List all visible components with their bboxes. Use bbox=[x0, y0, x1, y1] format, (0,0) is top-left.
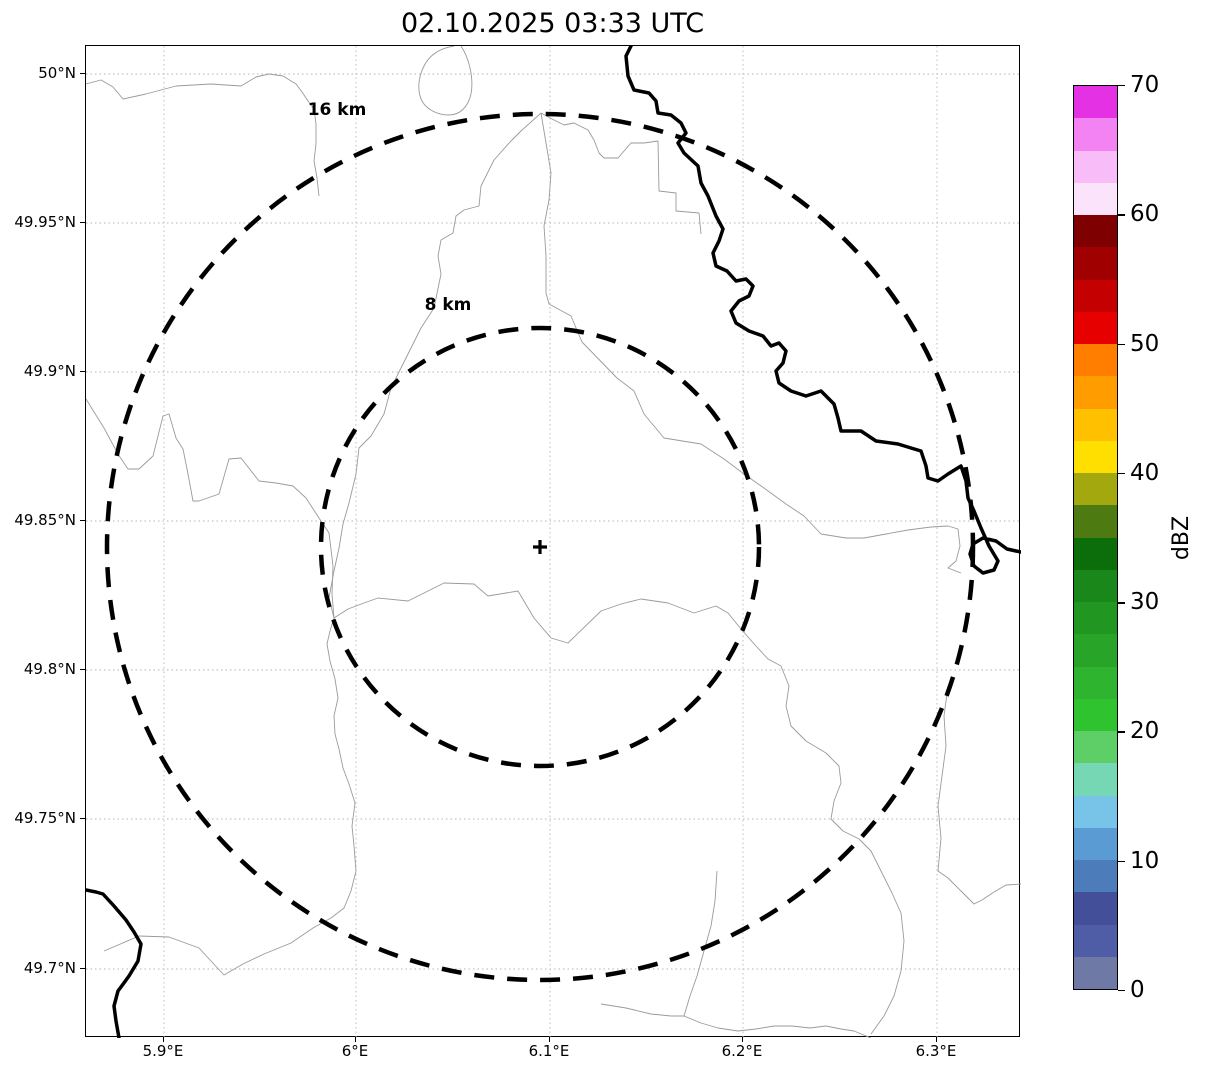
river-line bbox=[624, 46, 1021, 575]
x-axis-tick-mark bbox=[936, 1037, 938, 1042]
x-axis-tick-mark bbox=[355, 1037, 357, 1042]
y-axis-tick-label: 50°N bbox=[38, 64, 76, 82]
admin-boundary-line bbox=[328, 112, 542, 619]
admin-boundary-line bbox=[418, 46, 473, 116]
radar-center-marker bbox=[533, 540, 547, 554]
admin-boundary-line bbox=[103, 617, 357, 976]
admin-boundary-line bbox=[333, 582, 905, 1035]
colorbar-band bbox=[1074, 247, 1117, 280]
colorbar-band bbox=[1074, 344, 1117, 377]
colorbar-band bbox=[1074, 666, 1117, 699]
admin-boundary-line bbox=[540, 112, 702, 235]
colorbar-band bbox=[1074, 505, 1117, 538]
x-axis-tick-mark bbox=[163, 1037, 165, 1042]
y-axis-tick-mark bbox=[80, 520, 85, 522]
colorbar-tick-mark bbox=[1118, 602, 1125, 604]
range-ring-label: 16 km bbox=[307, 100, 367, 120]
admin-boundary-line bbox=[700, 443, 822, 535]
colorbar-tick-mark bbox=[1118, 214, 1125, 216]
colorbar-band bbox=[1074, 795, 1117, 828]
colorbar-band bbox=[1074, 408, 1117, 441]
colorbar-band bbox=[1074, 956, 1117, 989]
map-plot-area bbox=[85, 45, 1021, 1038]
colorbar-band bbox=[1074, 860, 1117, 893]
colorbar-band bbox=[1074, 118, 1117, 151]
y-axis-tick-mark bbox=[80, 818, 85, 820]
colorbar-tick-mark bbox=[1118, 472, 1125, 475]
colorbar-tick-mark bbox=[1118, 85, 1125, 87]
colorbar-band bbox=[1074, 182, 1117, 215]
y-axis-tick-label: 49.75°N bbox=[14, 809, 76, 827]
colorbar-tick-mark bbox=[1118, 860, 1125, 863]
colorbar-tick-mark bbox=[1118, 731, 1125, 733]
colorbar-band bbox=[1074, 569, 1117, 602]
admin-boundary-line bbox=[600, 1003, 872, 1038]
colorbar-band bbox=[1074, 279, 1117, 312]
colorbar-tick-label: 40 bbox=[1130, 459, 1160, 486]
range-ring-16km bbox=[104, 111, 976, 983]
y-axis-tick-mark bbox=[80, 371, 85, 373]
y-axis-tick-label: 49.95°N bbox=[14, 213, 76, 231]
y-axis-tick-mark bbox=[80, 73, 85, 75]
admin-boundary-line bbox=[937, 685, 1021, 905]
colorbar-band bbox=[1074, 602, 1117, 635]
colorbar-band bbox=[1074, 763, 1117, 796]
colorbar-tick-label: 60 bbox=[1130, 201, 1160, 228]
colorbar-band bbox=[1074, 924, 1117, 957]
x-axis-tick-mark bbox=[549, 1037, 551, 1042]
y-axis-tick-mark bbox=[80, 968, 85, 970]
map-canvas bbox=[86, 46, 1021, 1038]
x-axis-tick-label: 6.3°E bbox=[915, 1042, 957, 1060]
colorbar-tick-mark bbox=[1118, 343, 1125, 345]
admin-boundary-line bbox=[820, 525, 962, 574]
admin-boundary-line bbox=[86, 398, 335, 619]
y-axis-tick-mark bbox=[80, 669, 85, 671]
colorbar bbox=[1073, 85, 1118, 990]
y-axis-tick-label: 49.7°N bbox=[23, 959, 76, 977]
colorbar-band bbox=[1074, 827, 1117, 860]
x-axis-tick-label: 6.2°E bbox=[721, 1042, 763, 1060]
colorbar-band bbox=[1074, 215, 1117, 248]
colorbar-tick-label: 70 bbox=[1130, 72, 1160, 98]
admin-boundary-line bbox=[540, 112, 702, 445]
colorbar-band bbox=[1074, 731, 1117, 764]
range-ring-8km bbox=[318, 325, 762, 769]
river-line bbox=[86, 888, 143, 1038]
colorbar-tick-mark bbox=[1118, 990, 1125, 992]
colorbar-band bbox=[1074, 311, 1117, 344]
x-axis-tick-label: 5.9°E bbox=[142, 1042, 184, 1060]
y-axis-tick-label: 49.8°N bbox=[23, 660, 76, 678]
colorbar-tick-label: 20 bbox=[1130, 718, 1160, 745]
x-axis-tick-label: 6°E bbox=[341, 1042, 369, 1060]
y-axis-tick-label: 49.85°N bbox=[14, 511, 76, 529]
colorbar-band bbox=[1074, 376, 1117, 409]
range-ring-label: 8 km bbox=[424, 295, 472, 315]
colorbar-band bbox=[1074, 698, 1117, 731]
colorbar-axis-label: dBZ bbox=[1169, 515, 1194, 561]
page-title: 02.10.2025 03:33 UTC bbox=[400, 8, 705, 39]
colorbar-band bbox=[1074, 86, 1117, 119]
admin-boundary-line bbox=[86, 73, 320, 197]
colorbar-band bbox=[1074, 634, 1117, 667]
colorbar-tick-label: 50 bbox=[1130, 330, 1160, 357]
colorbar-band bbox=[1074, 537, 1117, 570]
colorbar-tick-label: 30 bbox=[1130, 589, 1160, 616]
colorbar-band bbox=[1074, 892, 1117, 925]
colorbar-band bbox=[1074, 473, 1117, 506]
colorbar-tick-label: 10 bbox=[1130, 847, 1160, 874]
x-axis-tick-label: 6.1°E bbox=[528, 1042, 570, 1060]
colorbar-tick-label: 0 bbox=[1130, 977, 1145, 1003]
colorbar-band bbox=[1074, 440, 1117, 473]
x-axis-tick-mark bbox=[742, 1037, 744, 1042]
admin-boundary-line bbox=[683, 870, 718, 1017]
y-axis-tick-mark bbox=[80, 222, 85, 224]
y-axis-tick-label: 49.9°N bbox=[23, 362, 76, 380]
colorbar-band bbox=[1074, 150, 1117, 183]
